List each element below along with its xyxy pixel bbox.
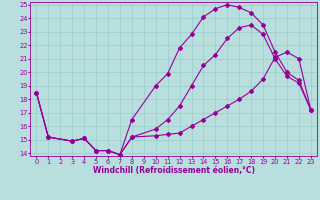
- X-axis label: Windchill (Refroidissement éolien,°C): Windchill (Refroidissement éolien,°C): [92, 166, 255, 175]
